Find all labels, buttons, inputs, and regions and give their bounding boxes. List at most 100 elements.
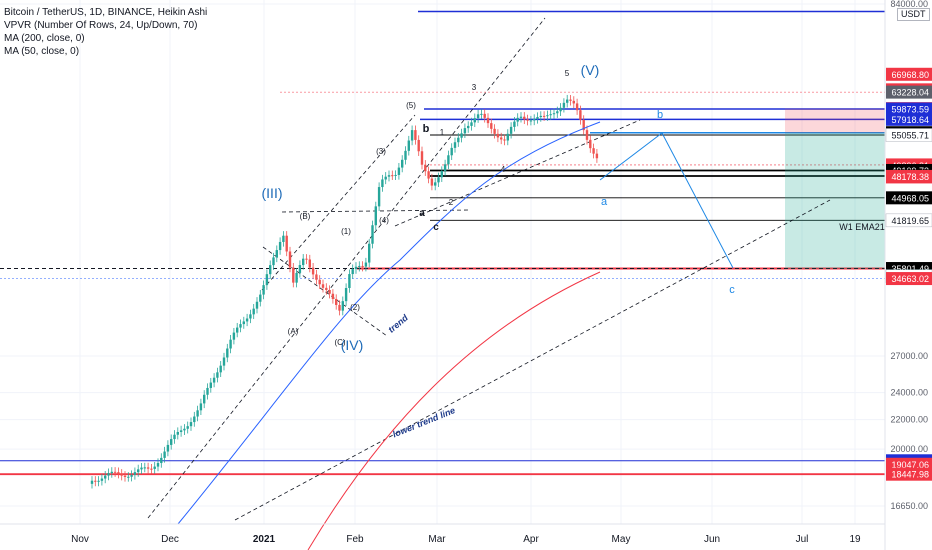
price-tag-label: 44968.05 bbox=[891, 193, 929, 203]
wave-label: b bbox=[657, 109, 663, 121]
candle-body bbox=[146, 467, 150, 469]
trend-channel-line bbox=[147, 17, 546, 519]
candle-body bbox=[354, 266, 358, 270]
candle-body bbox=[384, 176, 387, 180]
price-tag-label: 63228.04 bbox=[891, 88, 929, 98]
candle-body bbox=[519, 116, 523, 118]
candle-body bbox=[539, 115, 542, 118]
price-tick-label: 24000.00 bbox=[890, 388, 928, 398]
price-tag-label: 48178.38 bbox=[891, 172, 929, 182]
candle-body bbox=[295, 272, 298, 283]
candle-body bbox=[358, 265, 361, 267]
candle-body bbox=[569, 99, 572, 101]
trend-channel-line bbox=[394, 119, 641, 227]
candle-body bbox=[348, 274, 351, 289]
candle-body bbox=[490, 123, 493, 129]
candle-body bbox=[189, 422, 193, 427]
grid-lines bbox=[0, 0, 885, 524]
candle-body bbox=[160, 457, 163, 464]
candle-body bbox=[549, 114, 552, 116]
candle-body bbox=[104, 475, 107, 479]
wave-label: (1) bbox=[341, 227, 351, 236]
candle-body bbox=[133, 472, 137, 475]
price-tag-box bbox=[886, 112, 932, 126]
candle-body bbox=[457, 137, 460, 143]
price-tag-label: 19047.06 bbox=[891, 460, 929, 470]
wave-label: (A) bbox=[288, 327, 299, 336]
candle-body bbox=[473, 118, 476, 123]
candle-body bbox=[176, 432, 179, 435]
candle-body bbox=[226, 348, 229, 358]
candle-body bbox=[447, 155, 450, 165]
candle-body bbox=[582, 119, 585, 131]
candle-body bbox=[506, 133, 509, 141]
symbol-title[interactable]: Bitcoin / TetherUS, 1D, BINANCE, Heikin … bbox=[4, 7, 208, 18]
candle-body bbox=[140, 467, 143, 470]
price-axis[interactable]: 84000.00 27000.00 24000.00 22000.00 20000.00… bbox=[884, 0, 932, 550]
candle-body bbox=[496, 133, 500, 138]
candle-body bbox=[391, 175, 394, 177]
candle-body bbox=[272, 257, 275, 266]
candle-body bbox=[335, 298, 338, 305]
candle-body bbox=[467, 125, 470, 129]
time-axis[interactable]: Nov Dec 2021 Feb Mar Apr May Jun Jul 19 bbox=[0, 523, 885, 545]
candle-body bbox=[552, 113, 556, 115]
price-tag-box bbox=[886, 85, 932, 99]
candle-body bbox=[219, 365, 222, 373]
candle-body bbox=[410, 130, 414, 141]
candle-body bbox=[262, 285, 265, 295]
candle-body bbox=[130, 474, 133, 477]
candle-body bbox=[137, 469, 140, 473]
candle-body bbox=[305, 258, 308, 260]
candle-body bbox=[480, 113, 483, 115]
candle-body bbox=[589, 139, 592, 149]
candle-body bbox=[265, 274, 269, 286]
candle-body bbox=[486, 117, 490, 124]
candle-body bbox=[572, 100, 575, 104]
candle-body bbox=[344, 288, 348, 302]
candle-body bbox=[156, 463, 160, 467]
time-tick-label: Feb bbox=[346, 534, 364, 545]
candle-body bbox=[476, 114, 480, 119]
candle-body bbox=[493, 128, 496, 134]
candle-body bbox=[453, 142, 457, 148]
candle-body bbox=[381, 179, 384, 188]
price-tag-box bbox=[885, 213, 932, 228]
candle-body bbox=[212, 377, 216, 383]
candle-body bbox=[239, 324, 242, 328]
ma200-indicator-label[interactable]: MA (200, close, 0) bbox=[4, 33, 85, 44]
vpvr-indicator-label[interactable]: VPVR (Number Of Rows, 24, Up/Down, 70) bbox=[4, 20, 198, 31]
currency-label[interactable]: USDT bbox=[897, 8, 930, 21]
candle-body bbox=[331, 293, 335, 299]
candle-body bbox=[113, 471, 117, 473]
candle-body bbox=[483, 113, 486, 118]
candle-body bbox=[592, 148, 595, 154]
price-tag-label: 57918.64 bbox=[891, 115, 929, 125]
candle-body bbox=[117, 472, 120, 474]
candle-body bbox=[153, 466, 156, 469]
candle-body bbox=[292, 267, 295, 283]
wave-label: c bbox=[433, 222, 439, 233]
candle-body bbox=[440, 170, 443, 178]
candle-body bbox=[269, 265, 272, 275]
wave-label: (C) bbox=[334, 338, 345, 347]
time-tick-label: Dec bbox=[161, 534, 179, 545]
wave-label: 5 bbox=[565, 69, 570, 78]
price-tag-label: 35801.49 bbox=[891, 264, 929, 274]
candle-body bbox=[546, 115, 549, 117]
wave-label: (2) bbox=[350, 303, 360, 312]
price-tag-box bbox=[886, 467, 932, 481]
candle-body bbox=[321, 284, 325, 288]
wave-label: b bbox=[423, 123, 430, 135]
price-tag-label: 55055.71 bbox=[891, 131, 929, 141]
time-tick-label: 19 bbox=[849, 534, 861, 545]
candle-body bbox=[575, 103, 579, 111]
wave-label: 3 bbox=[472, 83, 477, 92]
ma50-indicator-label[interactable]: MA (50, close, 0) bbox=[4, 46, 80, 57]
trend-channel-line bbox=[262, 246, 388, 337]
candle-body bbox=[397, 167, 401, 175]
candle-body bbox=[143, 467, 146, 469]
candle-body bbox=[229, 339, 232, 349]
